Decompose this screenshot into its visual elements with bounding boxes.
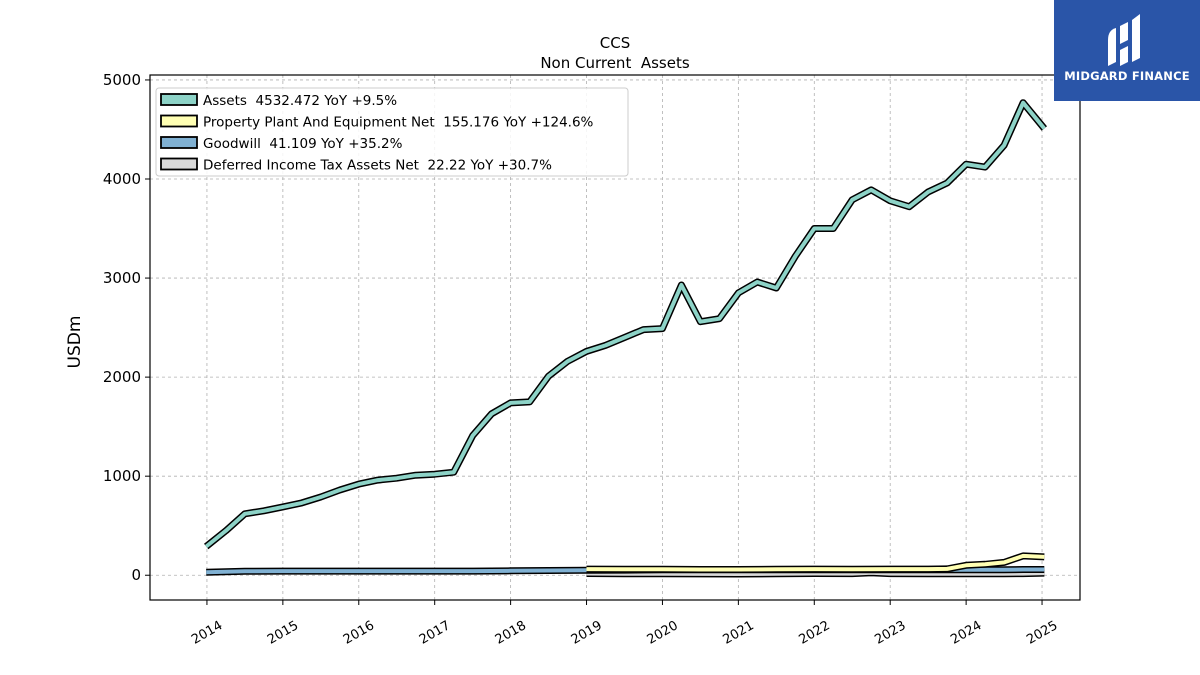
x-tick-label: 2023 [872,618,908,648]
series-layer [204,99,1048,578]
series-line [586,553,1045,572]
x-tick-label: 2015 [265,618,301,648]
brand-mark-icon [1108,14,1140,66]
x-tick-label: 2014 [189,618,225,648]
series-line [586,570,1045,576]
legend-box [155,87,629,177]
y-tick-label: 3000 [103,269,141,287]
legend-swatch [160,136,198,149]
x-tick-label: 2018 [493,618,529,648]
legend-swatch [160,157,198,171]
legend-label: Assets 4532.472 YoY +9.5% [203,93,397,109]
legend-label: Deferred Income Tax Assets Net 22.22 YoY… [203,158,552,174]
brand-logo: MIDGARD FINANCE [1054,0,1200,101]
legend: Assets 4532.472 YoY +9.5% Property Plant … [155,87,629,177]
y-tick-label: 2000 [103,368,141,386]
legend-label: Property Plant And Equipment Net 155.176… [203,115,594,131]
brand-logo-text: MIDGARD FINANCE [1064,69,1190,83]
x-tick-label: 2016 [341,618,377,648]
y-tick-label: 4000 [103,170,141,188]
y-tick-label: 1000 [103,467,141,485]
legend-swatch [160,114,198,128]
plot-frame [149,74,1081,601]
x-tick-label: 2022 [796,618,832,648]
x-tick-label: 2020 [645,618,681,648]
x-tick-label: 2017 [417,618,453,648]
x-tick-label: 2025 [1024,618,1060,648]
y-axis-label: USDm [65,316,85,369]
chart-title: CCS [600,34,630,52]
legend-label: Goodwill 41.109 YoY +35.2% [203,136,403,152]
chart-subtitle: Non Current Assets [540,54,690,72]
y-tick-label: 0 [131,566,141,584]
x-tick-label: 2019 [569,618,605,648]
x-tick-label: 2021 [721,618,757,648]
y-tick-label: 5000 [103,71,141,89]
x-tick-label: 2024 [948,618,984,648]
series-line [204,100,1046,549]
legend-swatch [160,93,198,106]
